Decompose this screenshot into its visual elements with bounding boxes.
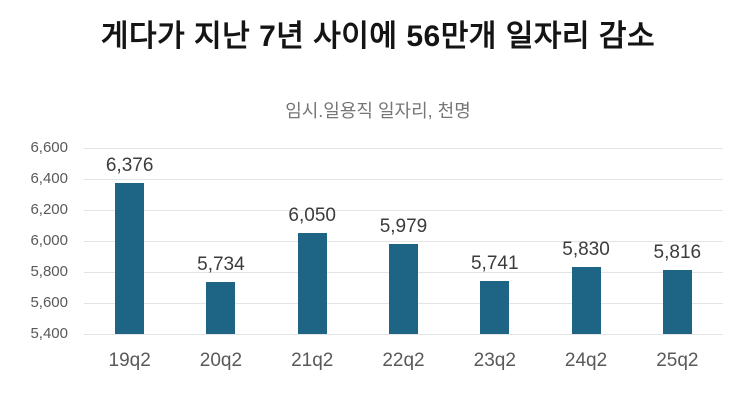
bar-value-label: 6,050 <box>288 205 336 227</box>
y-tick-label: 5,600 <box>30 294 68 311</box>
bar <box>297 233 327 334</box>
chart-subtitle: 임시.일용직 일자리, 천명 <box>285 101 471 121</box>
x-tick-label: 21q2 <box>291 350 334 371</box>
bar-column: 5,741 <box>449 148 540 334</box>
y-tick-label: 6,000 <box>30 232 68 249</box>
chart-title: 게다가 지난 7년 사이에 56만개 일자리 감소 <box>100 20 656 53</box>
bar <box>480 281 510 334</box>
gridline <box>84 179 723 180</box>
bar <box>115 182 145 334</box>
x-tick-label: 24q2 <box>564 350 608 371</box>
bar <box>662 269 692 334</box>
x-tick-label: 20q2 <box>199 350 243 371</box>
y-tick-label: 6,400 <box>30 170 68 187</box>
x-tick-label: 25q2 <box>656 350 699 371</box>
y-tick-label: 6,600 <box>30 139 68 156</box>
gridline <box>84 148 723 149</box>
x-tick-label: 23q2 <box>473 350 516 371</box>
y-axis-labels: 5,400 5,600 5,800 6,000 6,200 6,400 6,600 <box>0 140 68 342</box>
gridline <box>84 210 723 211</box>
bar <box>388 244 418 334</box>
y-tick-label: 5,800 <box>30 263 68 280</box>
x-axis-labels: 19q2 20q2 21q2 22q2 23q2 24q2 25q2 <box>84 350 723 372</box>
bar-column: 5,816 <box>632 148 723 334</box>
bar-value-label: 6,376 <box>105 154 154 176</box>
bar-value-label: 5,734 <box>197 254 245 276</box>
x-tick-label: 19q2 <box>108 350 151 371</box>
y-tick-label: 6,200 <box>30 201 68 218</box>
gridline <box>84 241 723 242</box>
gridline <box>84 334 723 335</box>
x-tick-label: 22q2 <box>382 350 425 371</box>
y-tick-label: 5,400 <box>30 325 68 342</box>
bar-column: 5,734 <box>175 148 266 334</box>
bar-column: 6,376 <box>84 148 175 334</box>
bar-column: 5,979 <box>358 148 449 334</box>
bar-value-label: 5,816 <box>653 241 702 263</box>
bar-column: 6,050 <box>267 148 358 334</box>
bar-series: 6,376 5,734 6,050 5,979 5,741 5,830 5,816 <box>84 148 723 334</box>
bar-value-label: 5,830 <box>562 239 610 261</box>
bar-column: 5,830 <box>540 148 631 334</box>
bar-value-label: 5,979 <box>379 216 428 238</box>
bar <box>206 282 236 334</box>
bar <box>571 267 601 334</box>
bar-value-label: 5,741 <box>470 253 519 275</box>
